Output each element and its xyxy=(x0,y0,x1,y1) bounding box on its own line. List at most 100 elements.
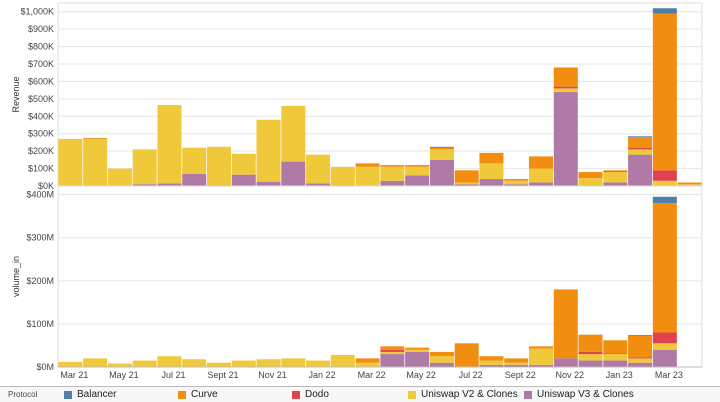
legend-item-balancer[interactable]: Balancer xyxy=(64,389,116,400)
bar-balancer-23[interactable] xyxy=(628,335,653,336)
bar-uniswap-v3-clones-8[interactable] xyxy=(256,181,281,186)
bar-dodo-21[interactable] xyxy=(578,351,603,355)
bar-uniswap-v3-clones-21[interactable] xyxy=(578,360,603,367)
bar-uniswap-v2-clones-12[interactable] xyxy=(355,166,380,186)
bar-uniswap-v2-clones-7[interactable] xyxy=(231,360,256,367)
bar-uniswap-v2-clones-24[interactable] xyxy=(652,180,677,186)
bar-uniswap-v2-clones-8[interactable] xyxy=(256,119,281,182)
bar-uniswap-v3-clones-23[interactable] xyxy=(628,362,653,367)
bar-uniswap-v2-clones-7[interactable] xyxy=(231,153,256,175)
bar-uniswap-v3-clones-9[interactable] xyxy=(281,161,306,186)
bar-uniswap-v3-clones-20[interactable] xyxy=(553,358,578,367)
bar-uniswap-v2-clones-23[interactable] xyxy=(628,149,653,155)
bar-uniswap-v2-clones-3[interactable] xyxy=(132,149,157,185)
bar-uniswap-v2-clones-25[interactable] xyxy=(677,184,702,186)
bar-curve-15[interactable] xyxy=(429,351,454,357)
bar-uniswap-v2-clones-2[interactable] xyxy=(107,168,132,186)
bar-curve-12[interactable] xyxy=(355,163,380,167)
bar-uniswap-v3-clones-24[interactable] xyxy=(652,349,677,367)
bar-uniswap-v2-clones-5[interactable] xyxy=(182,359,207,367)
bar-uniswap-v2-clones-15[interactable] xyxy=(429,149,454,160)
bar-dodo-23[interactable] xyxy=(628,357,653,359)
bar-uniswap-v3-clones-17[interactable] xyxy=(479,364,504,367)
bar-uniswap-v2-clones-18[interactable] xyxy=(504,180,529,185)
bar-curve-20[interactable] xyxy=(553,67,578,87)
bar-curve-19[interactable] xyxy=(528,156,554,169)
bar-curve-16[interactable] xyxy=(454,343,479,367)
bar-uniswap-v3-clones-18[interactable] xyxy=(504,364,529,367)
bar-uniswap-v3-clones-18[interactable] xyxy=(504,184,529,186)
bar-curve-15[interactable] xyxy=(429,147,454,150)
bar-curve-16[interactable] xyxy=(454,170,479,183)
bar-uniswap-v2-clones-22[interactable] xyxy=(603,172,628,183)
bar-uniswap-v2-clones-9[interactable] xyxy=(281,358,306,367)
bar-uniswap-v3-clones-23[interactable] xyxy=(628,154,653,186)
bar-dodo-13[interactable] xyxy=(380,349,405,352)
bar-dodo-22[interactable] xyxy=(603,353,628,355)
bar-uniswap-v3-clones-16[interactable] xyxy=(454,184,479,186)
bar-curve-17[interactable] xyxy=(479,152,504,164)
legend-item-uniswap-v3[interactable]: Uniswap V3 & Clones xyxy=(524,389,634,400)
bar-uniswap-v3-clones-15[interactable] xyxy=(429,159,454,186)
bar-uniswap-v3-clones-22[interactable] xyxy=(603,182,628,186)
bar-curve-12[interactable] xyxy=(355,358,380,363)
bar-curve-23[interactable] xyxy=(628,335,653,358)
bar-uniswap-v2-clones-12[interactable] xyxy=(355,362,380,367)
bar-uniswap-v3-clones-14[interactable] xyxy=(405,175,430,186)
bar-curve-23[interactable] xyxy=(628,137,653,148)
legend-item-curve[interactable]: Curve xyxy=(178,389,218,400)
bar-uniswap-v2-clones-4[interactable] xyxy=(157,356,182,367)
bar-uniswap-v3-clones-3[interactable] xyxy=(132,184,157,186)
bar-curve-24[interactable] xyxy=(652,13,677,171)
bar-balancer-23[interactable] xyxy=(628,136,653,138)
bar-uniswap-v2-clones-2[interactable] xyxy=(107,363,132,367)
bar-uniswap-v3-clones-14[interactable] xyxy=(405,351,430,367)
bar-uniswap-v3-clones-13[interactable] xyxy=(380,354,405,367)
bar-curve-24[interactable] xyxy=(652,203,677,333)
bar-curve-13[interactable] xyxy=(380,165,405,167)
bar-uniswap-v2-clones-10[interactable] xyxy=(306,360,331,367)
bar-uniswap-v2-clones-19[interactable] xyxy=(528,168,554,183)
bar-curve-1[interactable] xyxy=(83,138,108,139)
bar-curve-25[interactable] xyxy=(677,182,702,185)
bar-uniswap-v2-clones-0[interactable] xyxy=(58,361,83,367)
bar-uniswap-v3-clones-5[interactable] xyxy=(182,173,207,186)
bar-uniswap-v2-clones-13[interactable] xyxy=(380,166,405,181)
bar-balancer-24[interactable] xyxy=(652,196,677,204)
bar-uniswap-v2-clones-6[interactable] xyxy=(206,362,232,367)
bar-curve-18[interactable] xyxy=(504,179,529,181)
bar-uniswap-v3-clones-19[interactable] xyxy=(528,182,554,186)
bar-uniswap-v2-clones-19[interactable] xyxy=(528,348,554,365)
bar-uniswap-v2-clones-1[interactable] xyxy=(83,358,108,367)
bar-curve-19[interactable] xyxy=(528,346,554,349)
bar-curve-13[interactable] xyxy=(380,346,405,350)
bar-curve-22[interactable] xyxy=(603,340,628,354)
bar-dodo-24[interactable] xyxy=(652,170,677,181)
bar-uniswap-v2-clones-17[interactable] xyxy=(479,163,504,180)
bar-uniswap-v2-clones-5[interactable] xyxy=(182,147,207,174)
bar-curve-17[interactable] xyxy=(479,356,504,361)
bar-uniswap-v2-clones-22[interactable] xyxy=(603,354,628,361)
bar-curve-21[interactable] xyxy=(578,334,603,352)
bar-curve-14[interactable] xyxy=(405,165,430,167)
bar-uniswap-v3-clones-15[interactable] xyxy=(429,362,454,367)
bar-uniswap-v3-clones-22[interactable] xyxy=(603,360,628,367)
bar-curve-14[interactable] xyxy=(405,347,430,350)
bar-curve-22[interactable] xyxy=(603,170,628,172)
bar-uniswap-v2-clones-21[interactable] xyxy=(578,178,603,186)
bar-uniswap-v2-clones-16[interactable] xyxy=(454,182,479,185)
bar-balancer-15[interactable] xyxy=(429,146,454,148)
bar-dodo-24[interactable] xyxy=(652,332,677,344)
bar-uniswap-v3-clones-20[interactable] xyxy=(553,91,578,186)
bar-uniswap-v2-clones-15[interactable] xyxy=(429,356,454,363)
bar-uniswap-v3-clones-17[interactable] xyxy=(479,179,504,186)
bar-curve-21[interactable] xyxy=(578,172,603,179)
bar-uniswap-v2-clones-9[interactable] xyxy=(281,105,306,162)
bar-uniswap-v2-clones-1[interactable] xyxy=(83,138,108,186)
bar-uniswap-v2-clones-20[interactable] xyxy=(553,88,578,92)
bar-uniswap-v2-clones-8[interactable] xyxy=(256,359,281,367)
bar-dodo-23[interactable] xyxy=(628,147,653,150)
bar-uniswap-v2-clones-13[interactable] xyxy=(380,351,405,355)
bar-uniswap-v2-clones-14[interactable] xyxy=(405,166,430,176)
bar-uniswap-v2-clones-11[interactable] xyxy=(330,166,355,186)
